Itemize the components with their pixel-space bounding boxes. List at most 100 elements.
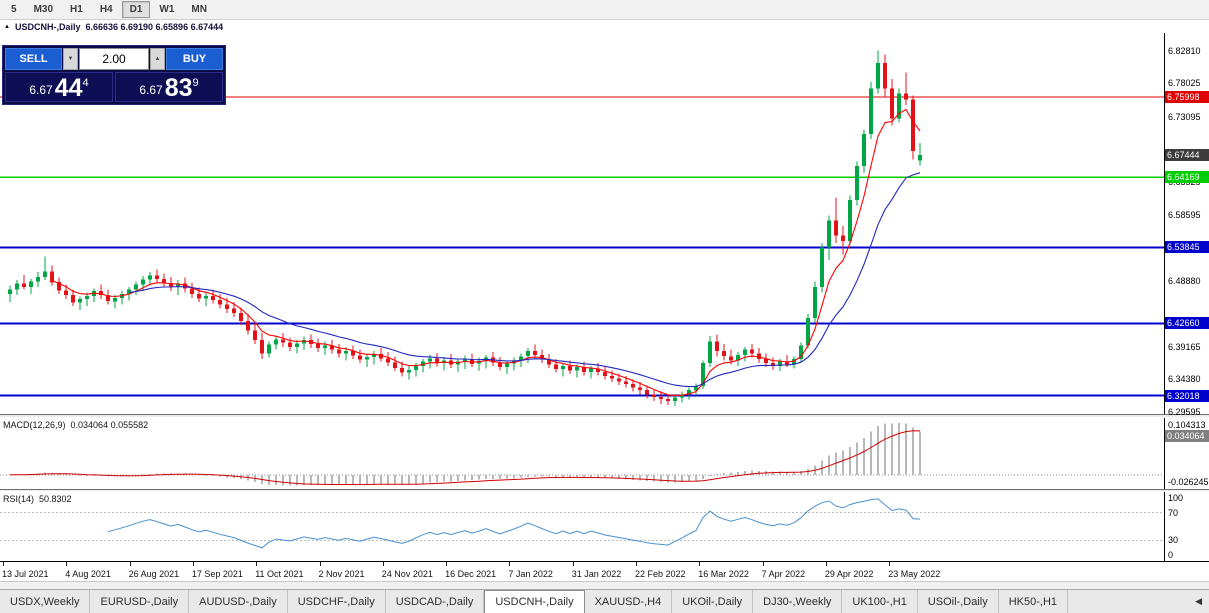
volume-down-button[interactable]: ▼ xyxy=(63,48,78,70)
rsi-axis-label: 30 xyxy=(1168,535,1179,545)
date-tick xyxy=(699,562,701,566)
rsi-axis-label: 100 xyxy=(1168,493,1184,503)
date-tick xyxy=(319,562,321,566)
price-axis: 6.828106.780256.730956.635256.585956.488… xyxy=(1164,33,1209,417)
date-tick xyxy=(825,562,827,566)
rsi-axis-label: 70 xyxy=(1168,508,1179,518)
date-axis-label: 16 Dec 2021 xyxy=(445,569,497,579)
macd-indicator-values: 0.034064 0.055582 xyxy=(70,420,149,430)
timeframe-button-mn[interactable]: MN xyxy=(191,4,207,15)
rsi-axis-label: 0 xyxy=(1168,550,1174,560)
macd-axis: 0.104313 -0.026245 0.034064 xyxy=(1164,418,1209,489)
price-axis-label: 6.29595 xyxy=(1168,407,1201,417)
macd-signal-line xyxy=(9,430,921,486)
panel-divider[interactable] xyxy=(0,414,1209,418)
chart-window-titlebar: ▲ USDCNH-,Daily 6.66636 6.69190 6.65896 … xyxy=(0,20,1209,33)
date-tick xyxy=(382,562,384,566)
macd-panel: MACD(12,26,9) 0.034064 0.055582 0.104313… xyxy=(0,418,1209,489)
date-axis-label: 17 Sep 2021 xyxy=(191,569,243,579)
buy-price-big: 6.67 xyxy=(139,83,163,97)
buy-price-pips: 83 xyxy=(164,74,193,102)
panel-divider[interactable] xyxy=(0,489,1209,492)
date-axis-label: 13 Jul 2021 xyxy=(2,569,49,579)
sell-price-big: 6.67 xyxy=(29,83,53,97)
candlestick-chart-canvas[interactable] xyxy=(0,33,1164,414)
date-axis-label: 7 Jan 2022 xyxy=(508,569,553,579)
date-axis-label: 22 Feb 2022 xyxy=(635,569,686,579)
chart-tab-xauusd-h4[interactable]: XAUUSD-,H4 xyxy=(585,590,673,613)
rsi-panel: RSI(14) 50.8302 100 70 30 0 xyxy=(0,492,1209,561)
chart-tabbar: USDX,Weekly EURUSD-,Daily AUDUSD-,Daily USD… xyxy=(0,589,1209,613)
price-axis-label: 6.58595 xyxy=(1168,210,1201,220)
main-chart-panel: 6.828106.780256.730956.635256.585956.488… xyxy=(0,33,1209,417)
timeframe-button-h4[interactable]: H4 xyxy=(99,4,113,15)
macd-axis-label: -0.026245 xyxy=(1168,477,1209,487)
macd-indicator-name: MACD(12,26,9) xyxy=(3,420,66,430)
moving-average-line-6 xyxy=(51,108,921,397)
macd-value-badge: 0.034064 xyxy=(1165,430,1209,442)
tab-scroll-left-icon[interactable]: ◀ xyxy=(1195,596,1202,606)
volume-up-button[interactable]: ▲ xyxy=(150,48,165,70)
date-tick xyxy=(192,562,194,566)
macd-chart-canvas[interactable] xyxy=(0,418,1164,489)
date-tick xyxy=(256,562,258,566)
chart-tab-hk50-h1[interactable]: HK50-,H1 xyxy=(999,590,1069,613)
status-strip xyxy=(0,581,1209,589)
chart-tab-usoil-daily[interactable]: USOil-,Daily xyxy=(918,590,999,613)
date-axis-label: 11 Oct 2021 xyxy=(255,569,304,579)
price-level-badge: 6.75998 xyxy=(1165,91,1209,103)
price-axis-label: 6.39165 xyxy=(1168,342,1201,352)
timeframe-button-m30[interactable]: M30 xyxy=(33,4,54,15)
date-axis-label: 23 May 2022 xyxy=(888,569,941,579)
price-axis-label: 6.82810 xyxy=(1168,46,1201,56)
chart-tab-usdcad-daily[interactable]: USDCAD-,Daily xyxy=(386,590,485,613)
current-price-badge: 6.67444 xyxy=(1165,149,1209,161)
price-axis-label: 6.48880 xyxy=(1168,276,1201,286)
sell-price-display[interactable]: 6.67 44 4 xyxy=(5,72,113,102)
moving-average-line-17 xyxy=(128,172,921,388)
date-tick xyxy=(572,562,574,566)
chart-tab-audusd-daily[interactable]: AUDUSD-,Daily xyxy=(189,590,288,613)
rsi-indicator-name: RSI(14) xyxy=(3,494,35,504)
buy-button[interactable]: BUY xyxy=(166,48,223,70)
chart-tab-usdchf-daily[interactable]: USDCHF-,Daily xyxy=(288,590,386,613)
chart-tab-eurusd-daily[interactable]: EURUSD-,Daily xyxy=(90,590,190,613)
chart-tab-ukoil-daily[interactable]: UKOil-,Daily xyxy=(672,590,754,613)
rsi-header: RSI(14) 50.8302 xyxy=(3,494,72,504)
date-tick xyxy=(509,562,511,566)
date-axis-label: 26 Aug 2021 xyxy=(128,569,180,579)
chart-tab-dj30-weekly[interactable]: DJ30-,Weekly xyxy=(753,590,843,613)
sell-price-point: 4 xyxy=(82,77,89,89)
sell-price-pips: 44 xyxy=(54,74,83,102)
date-axis-label: 7 Apr 2022 xyxy=(761,569,806,579)
chart-tab-usdx-weekly[interactable]: USDX,Weekly xyxy=(0,590,91,613)
timeframe-button-5[interactable]: 5 xyxy=(11,4,17,15)
volume-input[interactable] xyxy=(79,48,149,70)
price-axis-label: 6.78025 xyxy=(1168,78,1201,88)
macd-header: MACD(12,26,9) 0.034064 0.055582 xyxy=(3,420,148,430)
chart-tab-uk100-h1[interactable]: UK100-,H1 xyxy=(842,590,918,613)
rsi-indicator-value: 50.8302 xyxy=(39,494,72,504)
buy-price-display[interactable]: 6.67 83 9 xyxy=(115,72,223,102)
price-level-badge: 6.42660 xyxy=(1165,317,1209,329)
timeframe-button-h1[interactable]: H1 xyxy=(70,4,83,15)
date-axis-label: 24 Nov 2021 xyxy=(381,569,433,579)
macd-histogram xyxy=(9,423,921,486)
date-tick xyxy=(129,562,131,566)
date-tick xyxy=(762,562,764,566)
timeframe-toolbar: 5 M30 H1 H4 D1 W1 MN xyxy=(0,0,1209,20)
date-tick xyxy=(3,562,4,566)
timeframe-button-w1[interactable]: W1 xyxy=(159,4,175,15)
chart-tab-usdcnh-daily[interactable]: USDCNH-,Daily xyxy=(484,590,585,613)
timeframe-button-d1[interactable]: D1 xyxy=(121,1,151,18)
date-tick xyxy=(889,562,891,566)
date-axis-label: 29 Apr 2022 xyxy=(824,569,874,579)
rsi-line xyxy=(107,498,921,549)
sell-button[interactable]: SELL xyxy=(5,48,62,70)
collapse-icon[interactable]: ▲ xyxy=(4,23,10,30)
rsi-chart-canvas[interactable] xyxy=(0,492,1164,561)
one-click-trade-panel: SELL ▼ ▲ BUY 6.67 44 4 6.67 83 9 xyxy=(2,45,226,105)
date-tick xyxy=(446,562,448,566)
date-tick xyxy=(636,562,637,566)
price-level-badge: 6.32018 xyxy=(1165,390,1209,402)
